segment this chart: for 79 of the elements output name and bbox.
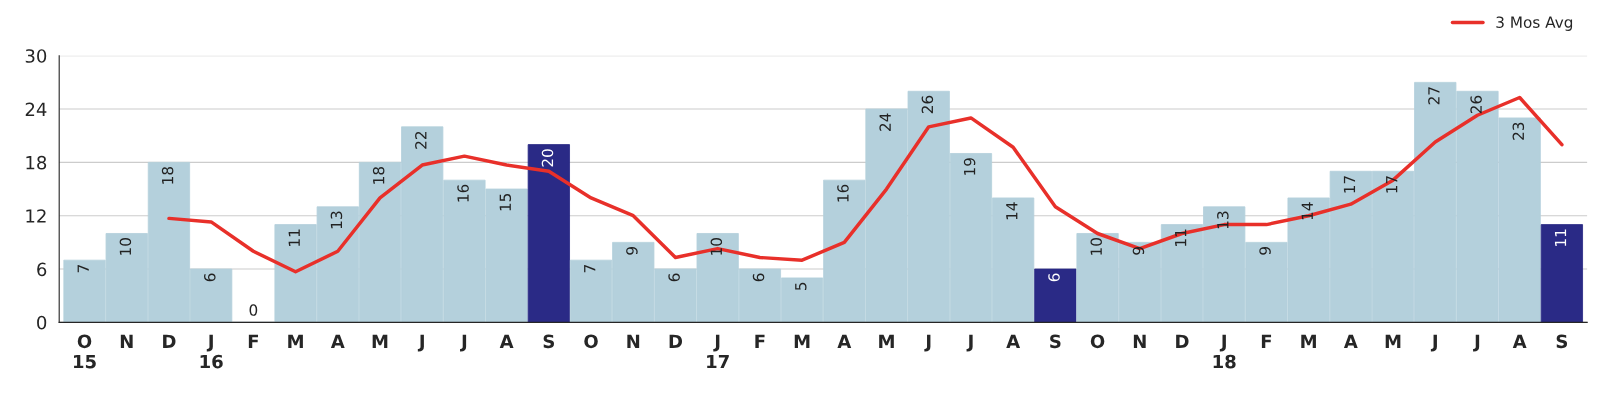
data-label: 14 xyxy=(1301,202,1313,220)
x-tick-label: N xyxy=(120,334,133,348)
data-label: 27 xyxy=(1428,87,1440,105)
legend-label: 3 Mos Avg xyxy=(1496,16,1573,31)
x-tick-label: M xyxy=(1385,334,1401,348)
x-tick-label: O xyxy=(584,334,598,349)
x-tick-label: J xyxy=(1430,334,1437,352)
x-tick-label: M xyxy=(1301,334,1316,348)
data-label: 10 xyxy=(1090,238,1102,255)
x-tick-label: J xyxy=(1473,334,1480,352)
x-tick-label: S xyxy=(543,334,555,349)
y-tick-label: 6 xyxy=(37,262,47,277)
data-label: 9 xyxy=(1259,247,1271,255)
data-label: 17 xyxy=(1386,176,1398,193)
x-tick-label: A xyxy=(1343,334,1358,348)
x-tick-label: O 15 xyxy=(74,334,96,369)
x-tick-label: A xyxy=(837,334,852,348)
x-tick-label: F xyxy=(248,334,259,348)
data-label: 16 xyxy=(837,184,849,202)
x-tick-label: O xyxy=(1090,334,1105,349)
x-tick-label: M xyxy=(879,334,894,348)
data-label: 6 xyxy=(752,273,765,282)
x-tick-label: J 16 xyxy=(200,334,223,369)
x-tick-label: F xyxy=(755,334,765,348)
y-tick-label: 18 xyxy=(26,155,47,170)
y-tick-label: 24 xyxy=(25,102,47,116)
x-tick-label: A xyxy=(330,334,345,348)
x-tick-label: F xyxy=(1261,334,1272,348)
x-tick-label: J xyxy=(460,334,467,352)
data-label: 23 xyxy=(1512,122,1525,140)
data-label: 6 xyxy=(668,273,680,282)
data-label: 18 xyxy=(161,166,174,184)
data-label: 10 xyxy=(710,238,723,255)
x-tick-label: N xyxy=(627,334,640,348)
x-tick-label: A xyxy=(1512,334,1527,348)
data-label: 15 xyxy=(499,193,512,211)
data-label: 19 xyxy=(963,158,976,175)
data-label: 5 xyxy=(795,282,807,291)
x-tick-label: N xyxy=(1133,334,1146,348)
data-label: 11 xyxy=(1175,229,1187,246)
x-tick-label: J 17 xyxy=(707,334,729,369)
data-label: 11 xyxy=(1554,229,1567,246)
y-tick-label: 30 xyxy=(25,49,47,63)
x-tick-label: J xyxy=(417,334,424,352)
data-label: 11 xyxy=(288,229,300,246)
data-label: 6 xyxy=(204,273,216,282)
data-label: 22 xyxy=(415,131,427,149)
data-label: 7 xyxy=(77,265,89,273)
data-label: 0 xyxy=(249,304,258,316)
x-tick-label: A xyxy=(1006,334,1021,348)
x-tick-label: M xyxy=(288,334,303,348)
x-tick-label: D xyxy=(669,334,683,348)
y-tick-label: 12 xyxy=(26,209,46,223)
data-label: 9 xyxy=(626,247,638,255)
data-label: 6 xyxy=(1048,273,1060,282)
x-tick-label: J xyxy=(924,334,931,352)
x-tick-label: A xyxy=(499,334,514,348)
data-label: 17 xyxy=(1343,176,1356,193)
x-tick-label: M xyxy=(794,334,810,348)
data-label: 14 xyxy=(1006,202,1018,220)
x-tick-label: D xyxy=(1176,334,1189,348)
y-tick-label: 0 xyxy=(37,315,47,330)
data-label: 20 xyxy=(541,149,554,167)
data-label: 24 xyxy=(879,113,891,131)
x-tick-label: D xyxy=(163,334,176,348)
data-label: 16 xyxy=(457,184,469,202)
data-label: 26 xyxy=(921,95,934,114)
x-tick-label: J 18 xyxy=(1213,334,1236,369)
x-tick-label: S xyxy=(1050,334,1061,349)
data-label: 9 xyxy=(1132,247,1145,255)
data-label: 13 xyxy=(1217,211,1229,229)
x-tick-label: M xyxy=(372,334,388,348)
x-tick-label: S xyxy=(1556,334,1568,349)
data-label: 13 xyxy=(330,211,343,229)
x-tick-label: J xyxy=(966,334,973,352)
data-label: 26 xyxy=(1470,95,1482,114)
data-label: 18 xyxy=(372,166,385,184)
data-label: 10 xyxy=(119,238,132,255)
data-label: 7 xyxy=(584,265,596,273)
